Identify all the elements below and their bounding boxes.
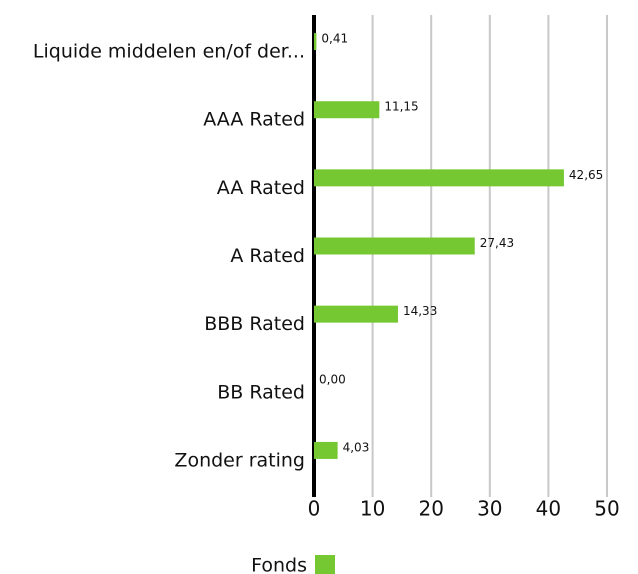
value-label: 0,41	[321, 32, 348, 46]
y-tick-label: Zonder rating	[174, 449, 305, 471]
x-tick-label: 10	[360, 497, 385, 521]
bar	[314, 169, 564, 187]
x-tick-label: 0	[308, 497, 321, 521]
value-label: 27,43	[480, 236, 514, 250]
bar	[314, 101, 380, 119]
y-tick-label: BB Rated	[217, 381, 305, 403]
bar	[314, 237, 475, 255]
legend-swatch	[315, 555, 335, 574]
bar	[314, 33, 317, 51]
x-tick-label: 20	[418, 497, 443, 521]
y-tick-label: A Rated	[230, 245, 305, 267]
value-label: 11,15	[384, 100, 418, 114]
bar	[314, 305, 398, 323]
value-label: 14,33	[403, 304, 437, 318]
y-tick-label: BBB Rated	[204, 313, 305, 335]
y-tick-label: Liquide middelen en/of der...	[33, 41, 305, 63]
legend-label: Fonds	[251, 555, 307, 574]
x-tick-label: 30	[477, 497, 502, 521]
y-tick-label: AA Rated	[217, 177, 305, 199]
value-label: 4,03	[343, 440, 370, 454]
x-tick-label: 50	[594, 497, 619, 521]
value-label: 42,65	[569, 168, 603, 182]
bar	[314, 441, 338, 459]
y-tick-label: AAA Rated	[203, 109, 305, 131]
value-label: 0,00	[319, 372, 346, 386]
x-tick-label: 40	[536, 497, 561, 521]
